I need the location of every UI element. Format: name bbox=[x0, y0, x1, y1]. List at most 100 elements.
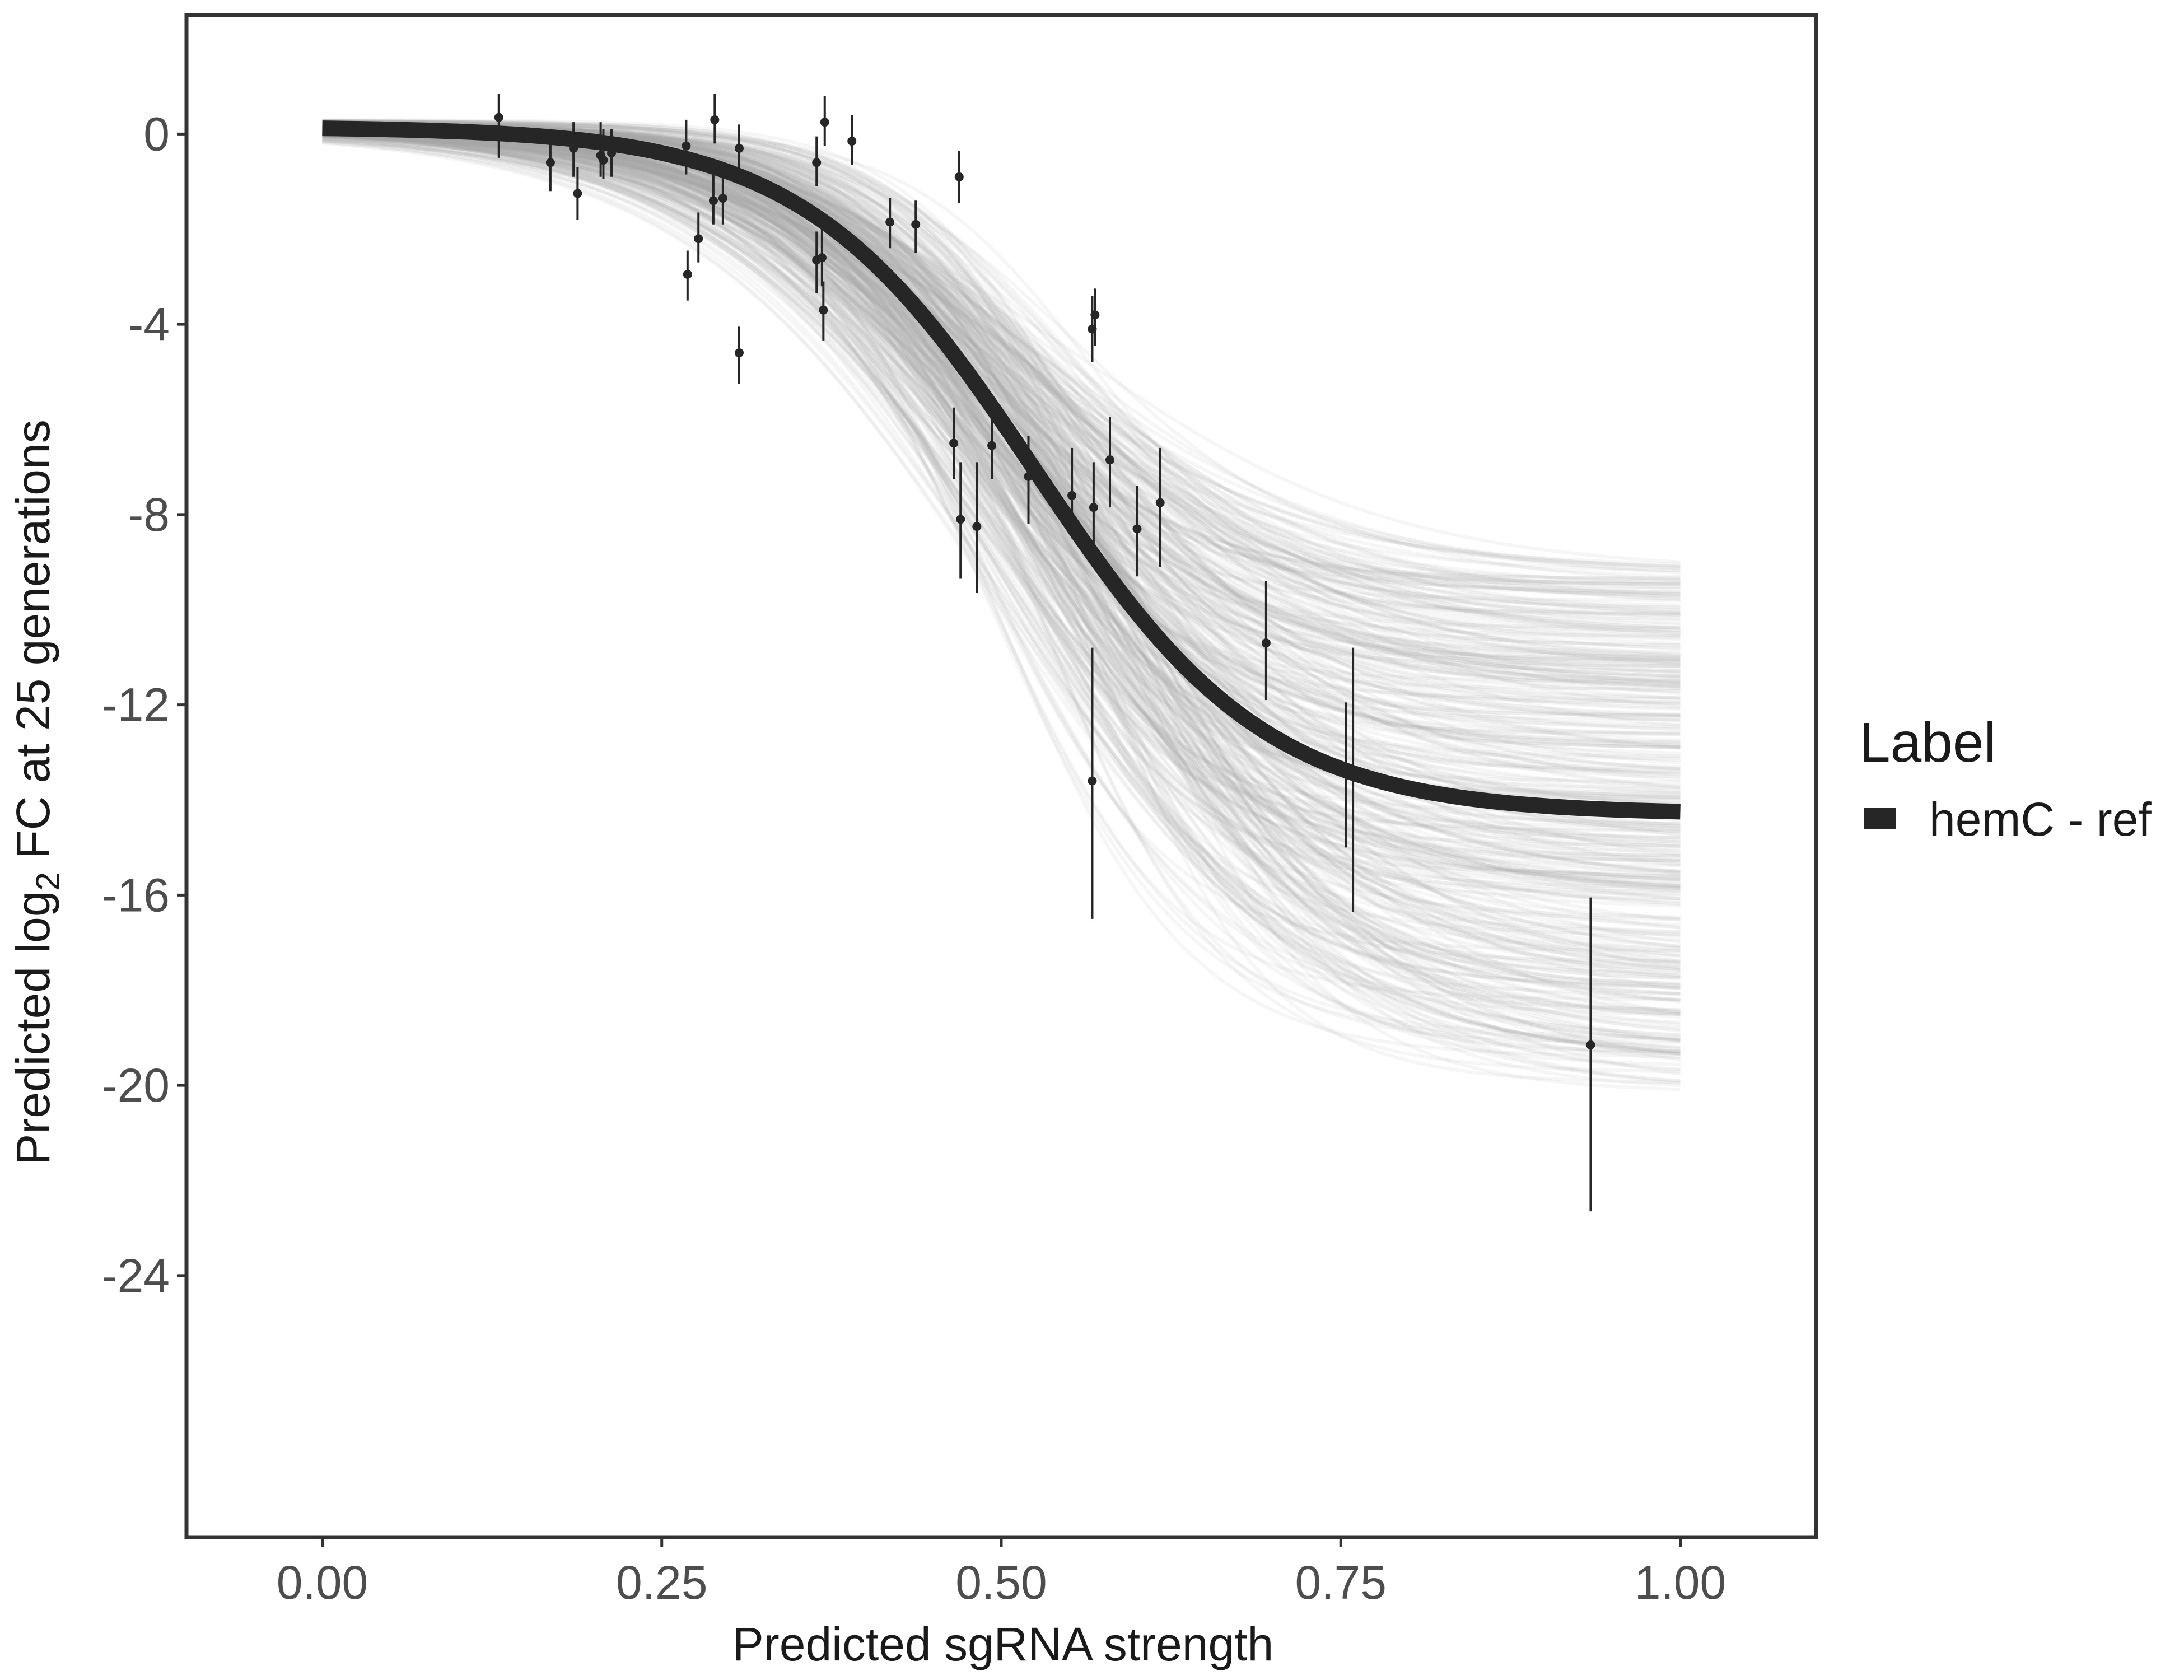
posterior-draw-line bbox=[322, 128, 1681, 585]
data-point bbox=[573, 189, 582, 198]
posterior-draw-line bbox=[322, 120, 1681, 1045]
data-point bbox=[710, 115, 720, 124]
data-point bbox=[683, 269, 692, 279]
data-point bbox=[885, 217, 895, 227]
data-point bbox=[812, 158, 822, 167]
posterior-draw-line bbox=[322, 139, 1681, 1002]
posterior-draw-line bbox=[322, 130, 1681, 1043]
y-tick-label: -20 bbox=[102, 1059, 170, 1112]
data-point bbox=[1155, 498, 1165, 507]
posterior-draw-line bbox=[322, 130, 1681, 762]
posterior-draw-line bbox=[322, 122, 1681, 735]
posterior-draw-line bbox=[322, 130, 1681, 773]
posterior-draw-line bbox=[322, 119, 1681, 878]
posterior-draw-line bbox=[322, 131, 1681, 706]
posterior-draw-line bbox=[322, 129, 1681, 863]
posterior-draw-line bbox=[322, 125, 1681, 977]
data-point bbox=[682, 141, 691, 151]
data-point bbox=[987, 441, 997, 450]
posterior-draw-line bbox=[322, 119, 1681, 699]
posterior-draw-line bbox=[322, 124, 1681, 874]
data-point bbox=[1586, 1040, 1595, 1049]
posterior-draw-line bbox=[322, 137, 1681, 996]
data-point bbox=[956, 515, 965, 524]
posterior-draw-line bbox=[322, 120, 1681, 615]
posterior-draw-line bbox=[322, 131, 1681, 963]
posterior-draw-line bbox=[322, 134, 1681, 779]
posterior-draw-line bbox=[322, 129, 1681, 848]
posterior-draw-line bbox=[322, 130, 1681, 888]
posterior-draw-line bbox=[322, 125, 1681, 682]
y-axis: 0 -4 -8 -12 -16 -20 -24 bbox=[102, 108, 186, 1302]
posterior-draw-line bbox=[322, 131, 1681, 674]
posterior-draw-line bbox=[322, 132, 1681, 1083]
posterior-draw-line bbox=[322, 119, 1681, 661]
posterior-draw-line bbox=[322, 132, 1681, 665]
data-point bbox=[734, 348, 744, 358]
data-point bbox=[718, 194, 727, 203]
posterior-draw-line bbox=[322, 127, 1681, 850]
y-tick-label: -16 bbox=[102, 869, 170, 921]
posterior-draw-line bbox=[322, 124, 1681, 599]
posterior-draw-line bbox=[322, 129, 1681, 977]
posterior-draw-line bbox=[322, 131, 1681, 1039]
posterior-draw-line bbox=[322, 134, 1681, 614]
posterior-draw-line bbox=[322, 125, 1681, 906]
posterior-draw-line bbox=[322, 138, 1681, 893]
posterior-draw-line bbox=[322, 133, 1681, 602]
data-point bbox=[694, 234, 703, 244]
posterior-draw-line bbox=[322, 127, 1681, 578]
posterior-draw-line bbox=[322, 134, 1681, 665]
posterior-draw-line bbox=[322, 119, 1681, 662]
x-tick-label: 0.00 bbox=[277, 1556, 368, 1609]
legend-label: hemC - ref bbox=[1929, 793, 2152, 846]
posterior-draw-line bbox=[322, 133, 1681, 749]
posterior-draw-line bbox=[322, 129, 1681, 969]
posterior-draw-line bbox=[322, 125, 1681, 1054]
posterior-draw-line bbox=[322, 137, 1681, 1043]
posterior-draw-line bbox=[322, 121, 1681, 987]
posterior-draw-line bbox=[322, 129, 1681, 919]
posterior-draw-line bbox=[322, 127, 1681, 667]
x-tick-label: 0.50 bbox=[955, 1556, 1047, 1609]
posterior-draw-line bbox=[322, 124, 1681, 921]
posterior-draw-line bbox=[322, 133, 1681, 570]
posterior-draw-line bbox=[322, 127, 1681, 747]
posterior-draw-line bbox=[322, 123, 1681, 963]
posterior-draw-line bbox=[322, 120, 1681, 630]
posterior-draw-line bbox=[322, 122, 1681, 936]
posterior-draw-line bbox=[322, 134, 1681, 847]
posterior-draw-line bbox=[322, 132, 1681, 564]
data-point bbox=[1105, 455, 1114, 465]
posterior-draw-line bbox=[322, 131, 1681, 684]
posterior-draw-line bbox=[322, 134, 1681, 837]
posterior-draw-line bbox=[322, 119, 1681, 680]
posterior-draw-line bbox=[322, 119, 1681, 721]
data-point bbox=[949, 438, 959, 448]
posterior-draw-line bbox=[322, 133, 1681, 1041]
data-point bbox=[1090, 310, 1100, 320]
data-point bbox=[911, 220, 921, 229]
posterior-draw-line bbox=[322, 129, 1681, 839]
posterior-draw-line bbox=[322, 126, 1681, 1076]
posterior-draw-line bbox=[322, 127, 1681, 1037]
posterior-draw-line bbox=[322, 140, 1681, 1053]
posterior-draw-line bbox=[322, 126, 1681, 980]
posterior-draw-line bbox=[322, 122, 1681, 875]
posterior-draw-line bbox=[322, 121, 1681, 745]
y-tick-label: -8 bbox=[128, 488, 170, 541]
posterior-draw-line bbox=[322, 133, 1681, 889]
posterior-draw-line bbox=[322, 131, 1681, 949]
data-point bbox=[1067, 491, 1077, 500]
posterior-draw-line bbox=[322, 141, 1681, 930]
posterior-draw-line bbox=[322, 130, 1681, 864]
posterior-draw-line bbox=[322, 131, 1681, 612]
y-tick-label: -24 bbox=[102, 1249, 170, 1302]
posterior-draw-line bbox=[322, 132, 1681, 609]
x-axis: 0.00 0.25 0.50 0.75 1.00 bbox=[277, 1537, 1726, 1609]
posterior-draw-line bbox=[322, 138, 1681, 885]
legend-key bbox=[1864, 808, 1896, 829]
data-point bbox=[734, 143, 744, 153]
posterior-draw-line bbox=[322, 120, 1681, 958]
